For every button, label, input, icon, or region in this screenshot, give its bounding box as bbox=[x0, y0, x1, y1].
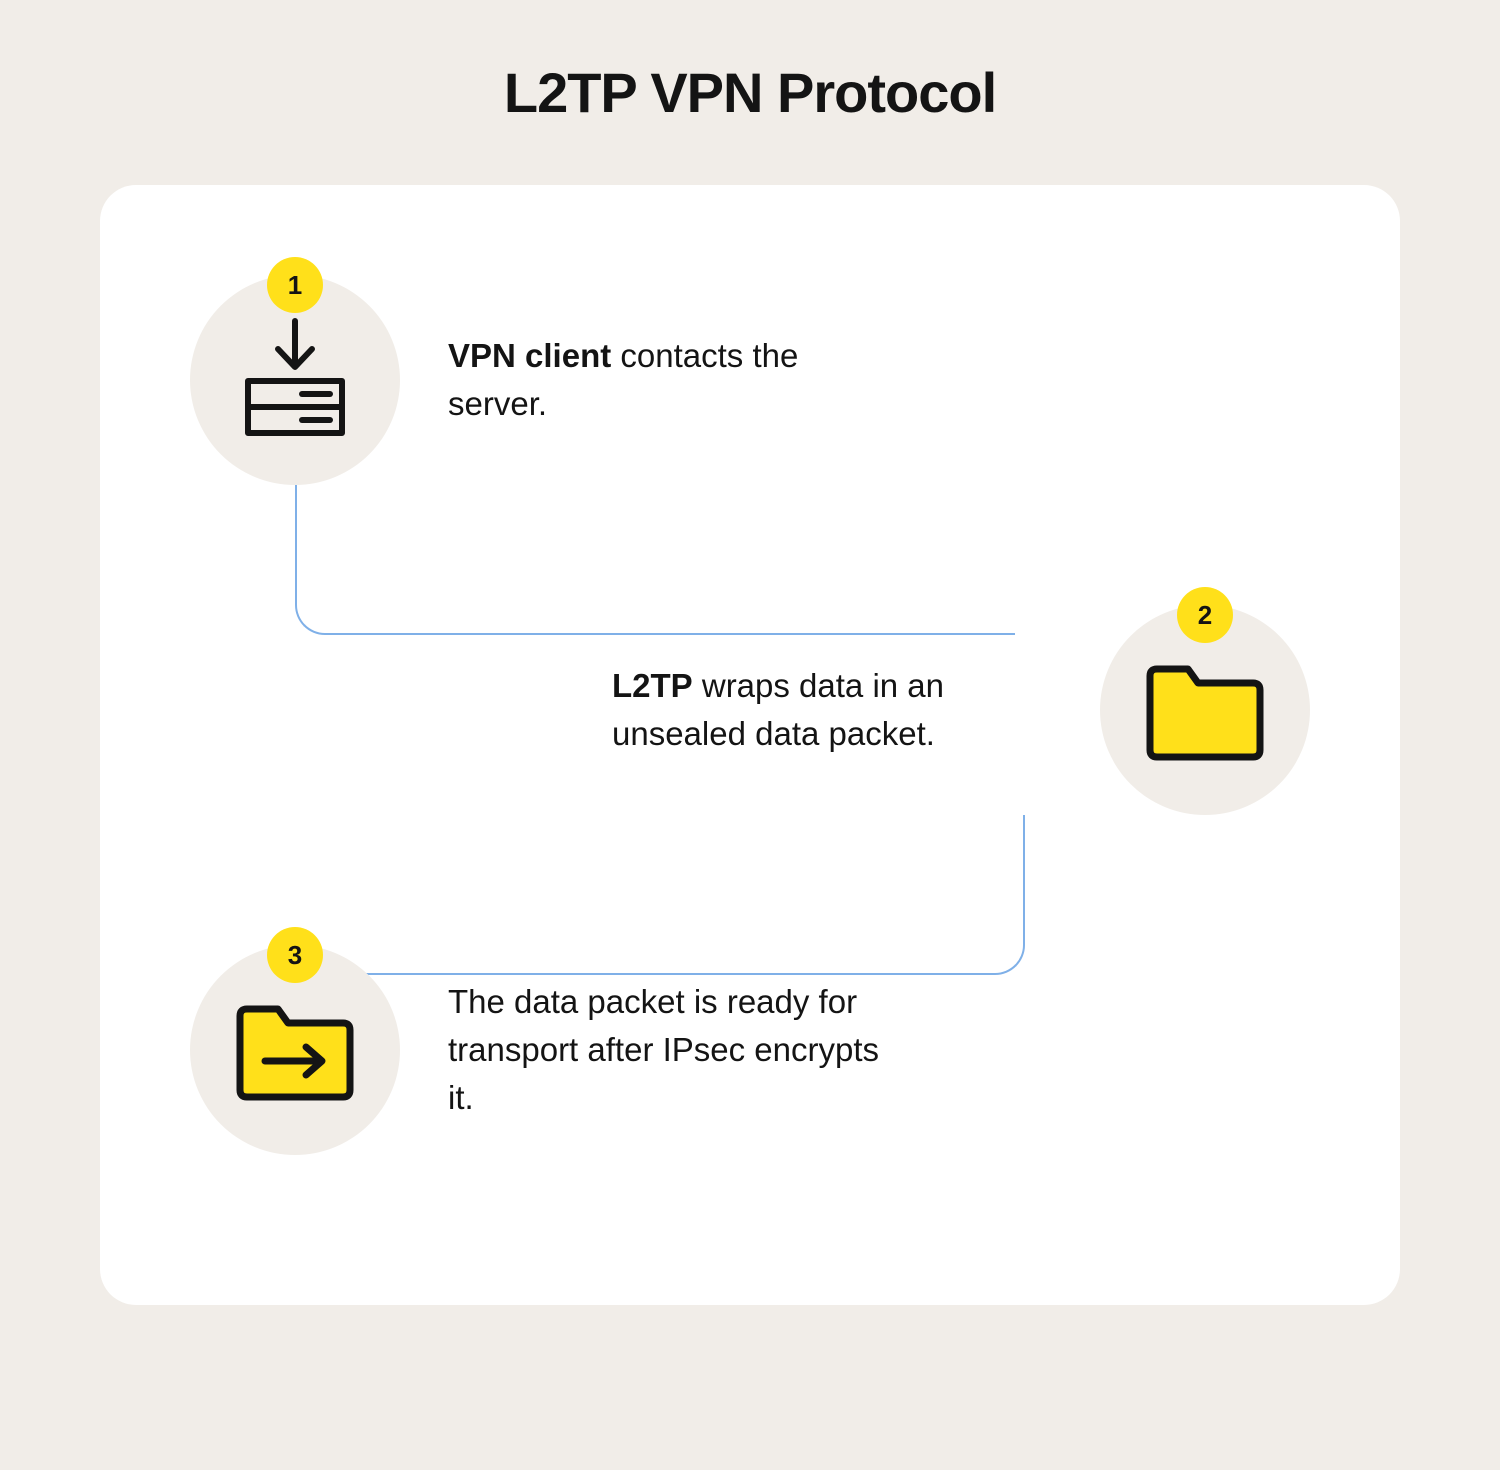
step-3-text: The data packet is ready for transport a… bbox=[448, 978, 888, 1122]
step-2-text: L2TP wraps data in an unsealed data pack… bbox=[612, 662, 1052, 758]
step-1-bold: VPN client bbox=[448, 337, 611, 374]
server-icon bbox=[240, 315, 350, 445]
step-3-badge: 3 bbox=[267, 927, 323, 983]
step-2: 2 L2TP wraps data in an unsealed data pa… bbox=[612, 605, 1310, 815]
step-3-icon-wrap: 3 bbox=[190, 945, 400, 1155]
step-1: 1 VPN client contacts the server. bbox=[190, 275, 888, 485]
folder-arrow-icon bbox=[230, 995, 360, 1105]
step-3-rest: The data packet is ready for transport a… bbox=[448, 983, 879, 1116]
step-1-text: VPN client contacts the server. bbox=[448, 332, 888, 428]
step-2-icon-wrap: 2 bbox=[1100, 605, 1310, 815]
page-title: L2TP VPN Protocol bbox=[100, 60, 1400, 125]
step-1-icon-wrap: 1 bbox=[190, 275, 400, 485]
folder-icon bbox=[1140, 655, 1270, 765]
step-2-badge: 2 bbox=[1177, 587, 1233, 643]
diagram-card: 1 VPN client contacts the server. bbox=[100, 185, 1400, 1305]
step-1-badge: 1 bbox=[267, 257, 323, 313]
step-3: 3 The data packet is ready for transport… bbox=[190, 945, 888, 1155]
step-2-bold: L2TP bbox=[612, 667, 693, 704]
